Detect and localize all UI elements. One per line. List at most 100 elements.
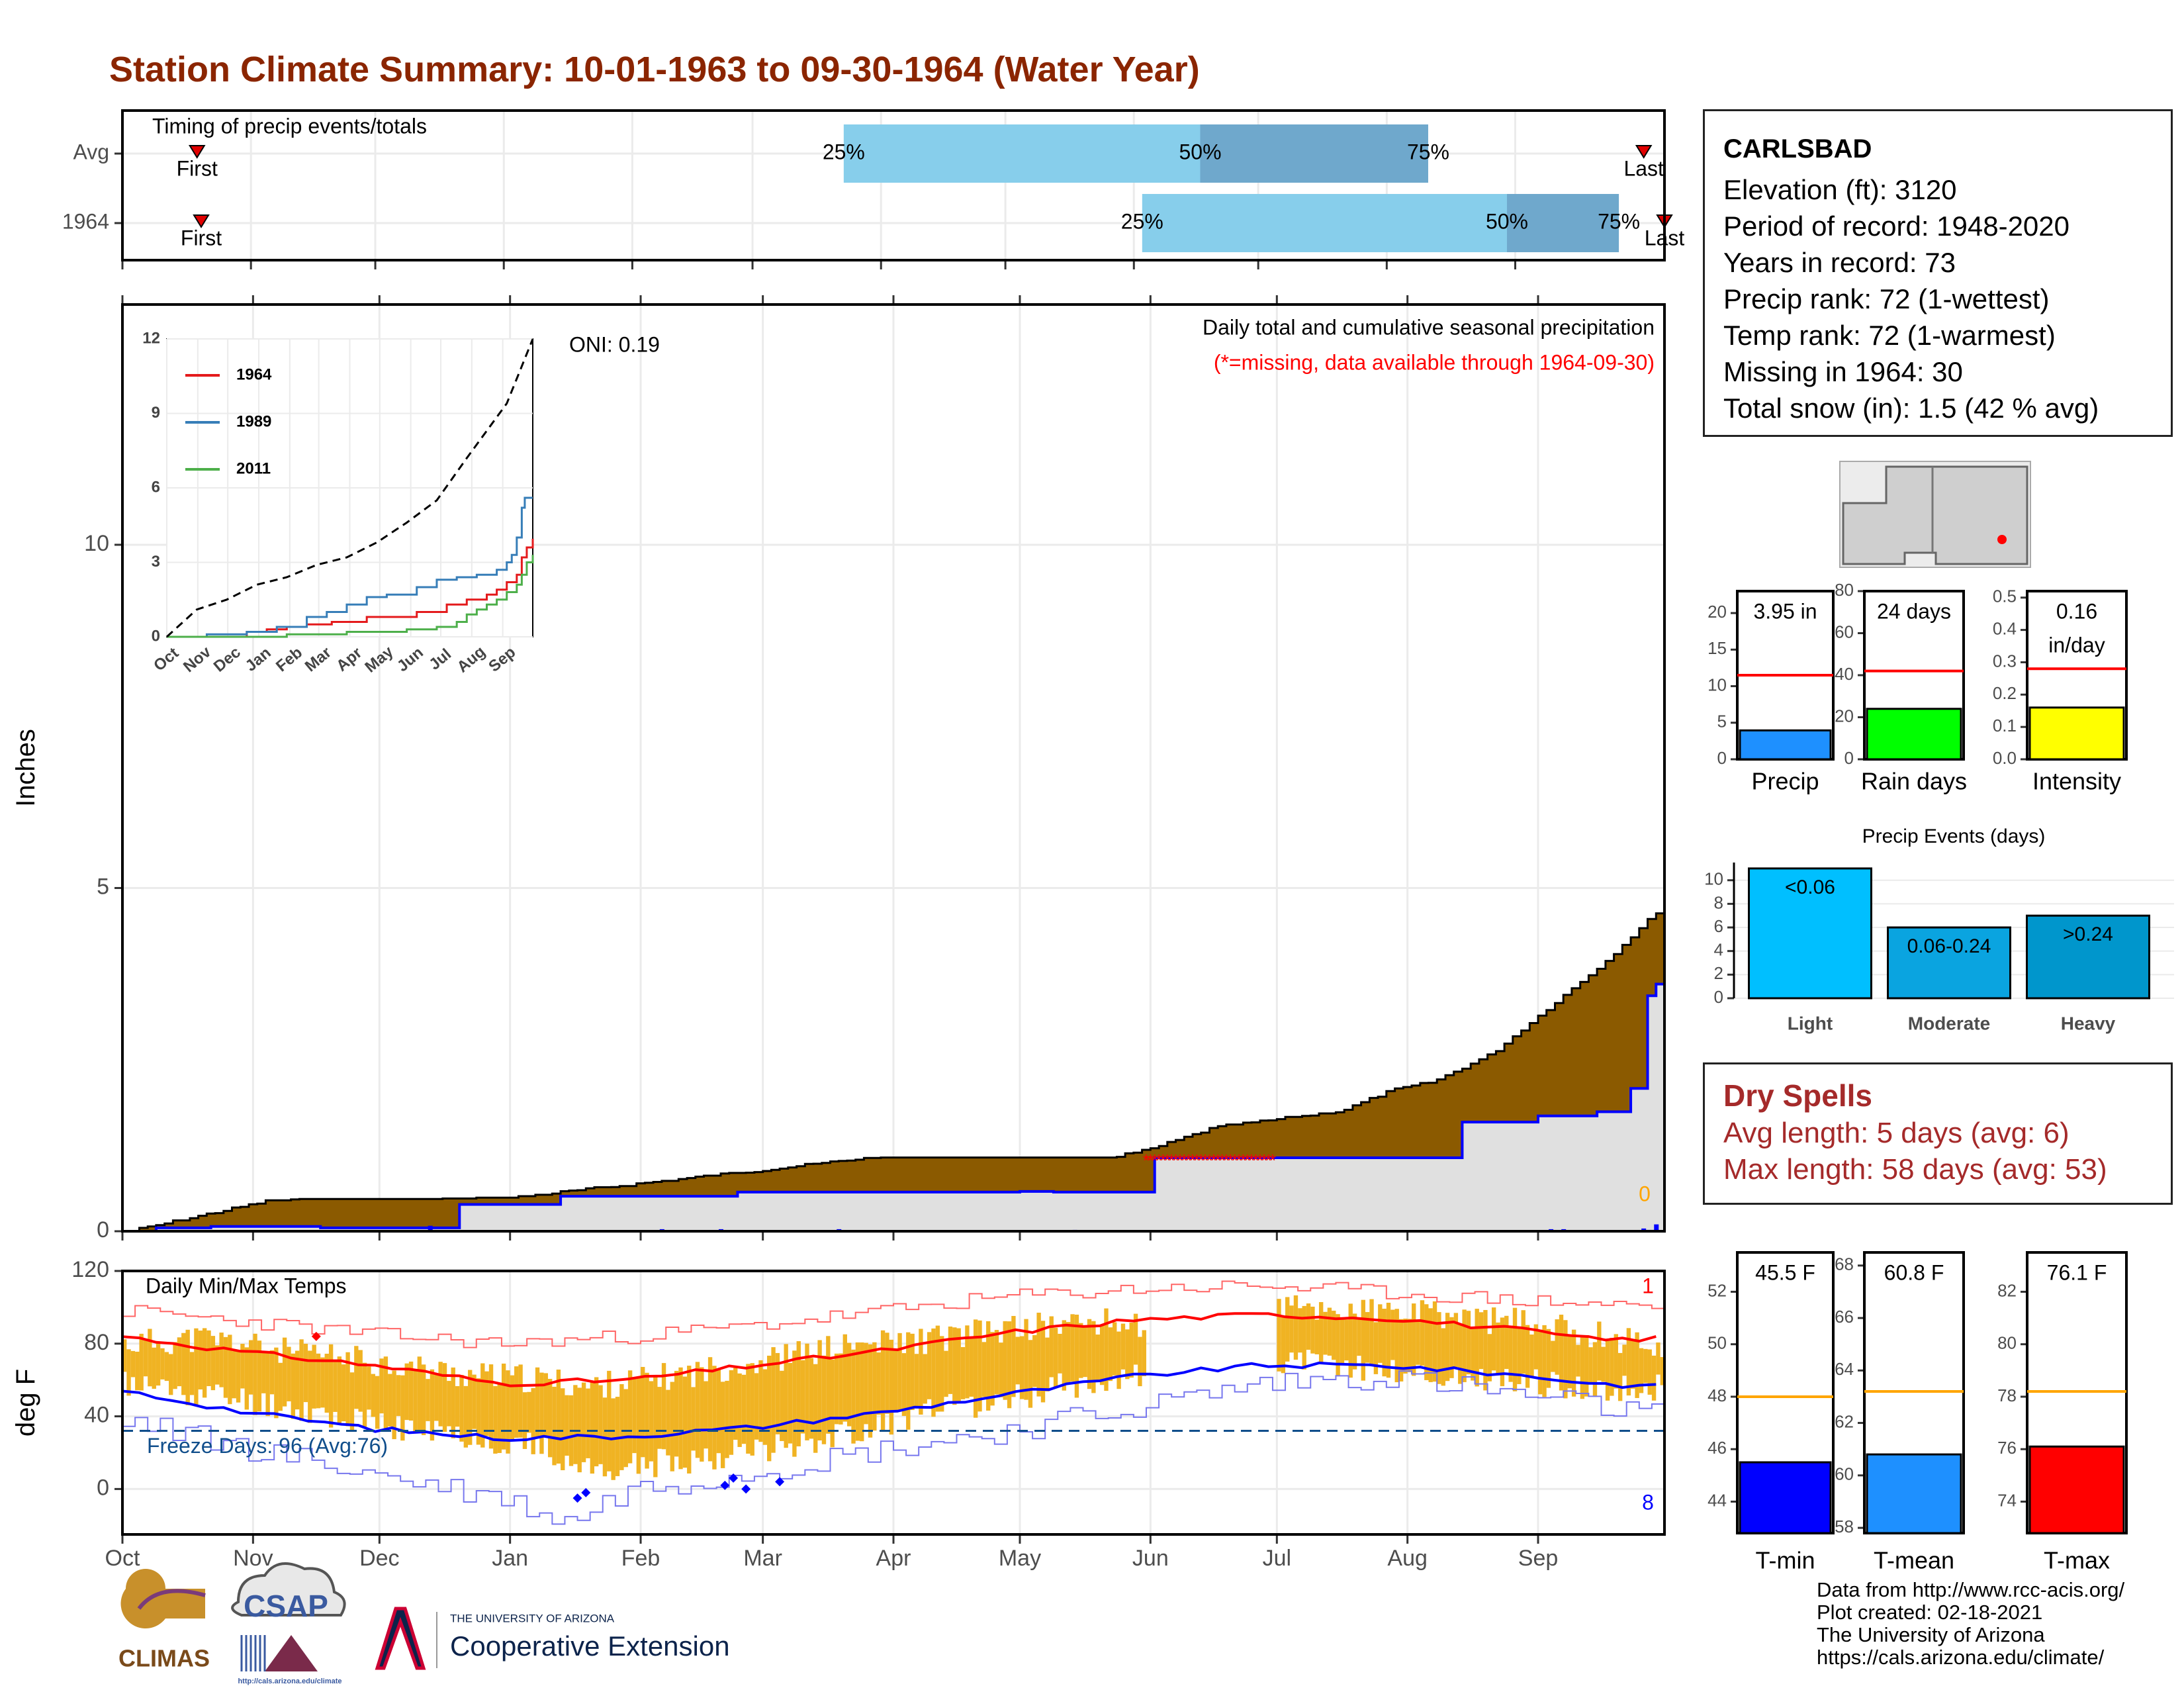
daily-temp-bar [442, 1363, 447, 1432]
daily-temp-bar [750, 1363, 754, 1456]
daily-temp-bar [821, 1355, 827, 1444]
daily-temp-bar [451, 1367, 455, 1438]
daily-temp-bar [670, 1382, 674, 1472]
inset-series-line [165, 338, 534, 638]
timing-frame [121, 109, 1666, 261]
missing-day-marker: * [1214, 1150, 1221, 1170]
cumulative-1964-area [122, 960, 1664, 1231]
station-name: CARLSBAD [1723, 134, 1872, 164]
mini-ytick-label: 40 [1835, 664, 1854, 684]
mini-ytick-label: 78 [1997, 1385, 2017, 1405]
daily-temp-bar [691, 1387, 696, 1451]
daily-temp-bar [1449, 1317, 1454, 1378]
temp-ytick-label: 0 [97, 1475, 109, 1500]
inset-ytick-label: 6 [152, 478, 160, 496]
temp-month-label: Feb [621, 1546, 660, 1571]
oni-label: ONI: 0.19 [569, 332, 660, 356]
daily-temp-bar [1120, 1323, 1126, 1370]
mini-ytick-label: 15 [1707, 638, 1727, 658]
climas-logo-mark [120, 1569, 205, 1628]
daily-temp-bar [1277, 1299, 1281, 1372]
daily-temp-bar [1373, 1322, 1379, 1374]
daily-temp-bar [1032, 1335, 1037, 1387]
daily-temp-bar [189, 1352, 195, 1395]
daily-temp-bar [358, 1350, 363, 1412]
temp-month-label: Jun [1132, 1546, 1169, 1571]
mini-ytick-label: 80 [1835, 580, 1854, 600]
daily-temp-bar [1555, 1319, 1559, 1375]
mini-ytick-label: 58 [1835, 1517, 1854, 1536]
daily-temp-bar [1471, 1327, 1475, 1381]
events-ytick-label: 4 [1714, 940, 1723, 960]
daily-temp-bar [430, 1369, 435, 1441]
daily-temp-bar [400, 1375, 405, 1441]
events-ytick-label: 2 [1714, 963, 1723, 983]
timing-bar-25-50 [1142, 194, 1507, 252]
temp-month-label: Aug [1387, 1546, 1428, 1571]
daily-temp-bar [712, 1366, 717, 1470]
missing-day-marker: * [1206, 1150, 1212, 1170]
daily-temp-bar [1289, 1305, 1294, 1353]
daily-temp-bar [1475, 1309, 1479, 1387]
events-ytick-label: 6 [1714, 916, 1723, 936]
daily-temp-bar [978, 1320, 982, 1412]
daily-precip-bar [1654, 1224, 1659, 1231]
events-title: Precip Events (days) [1862, 825, 2046, 847]
mini-ytick-label: 0 [1844, 748, 1854, 768]
timing-last-label: Last [1623, 156, 1664, 180]
temp-ytick-label: 120 [71, 1257, 109, 1282]
daily-temp-bar [1113, 1322, 1117, 1376]
daily-temp-bar [1660, 1357, 1664, 1385]
daily-temp-bar [1070, 1314, 1075, 1382]
avg-cumulative-area [122, 889, 1666, 1233]
daily-temp-bar [1617, 1352, 1623, 1401]
missing-day-marker: * [1210, 1150, 1217, 1170]
daily-temp-bar [860, 1342, 864, 1442]
station-info-box: CARLSBAD Elevation (ft): 3120 Period of … [1703, 109, 2173, 437]
daily-temp-bar [846, 1342, 852, 1427]
daily-temp-bar [830, 1359, 835, 1448]
mini-title: Intensity [2032, 768, 2121, 795]
daily-temp-bar [261, 1352, 266, 1393]
daily-temp-bar [704, 1381, 708, 1449]
daily-temp-bar [522, 1392, 527, 1449]
daily-temp-bar [1533, 1324, 1539, 1370]
daily-temp-bar [1019, 1336, 1024, 1399]
daily-temp-bar [1588, 1347, 1593, 1384]
mini-ytick-label: 5 [1717, 712, 1727, 731]
daily-temp-bar [1424, 1304, 1429, 1380]
page-title: Station Climate Summary: 10-01-1963 to 0… [109, 50, 1200, 89]
daily-temp-bar [248, 1340, 253, 1395]
daily-temp-bar [152, 1347, 156, 1389]
missing-day-marker: * [1261, 1150, 1267, 1170]
mini-value-bar [2028, 1445, 2125, 1534]
mini-ytick-label: 62 [1835, 1411, 1854, 1431]
timing-first-label: First [181, 226, 222, 250]
daily-temp-bar [1551, 1340, 1555, 1372]
daily-temp-bar [173, 1342, 177, 1389]
daily-temp-bar [143, 1338, 148, 1377]
daily-temp-bar [1066, 1322, 1071, 1383]
inset-legend-label: 2011 [236, 459, 271, 477]
daily-temp-bar [1394, 1309, 1399, 1383]
missing-day-marker: * [1152, 1150, 1158, 1170]
daily-temp-bar [518, 1364, 523, 1438]
mini-value-label: 3.95 in [1753, 599, 1817, 623]
daily-temp-bar [952, 1327, 957, 1405]
daily-temp-bar [1378, 1304, 1383, 1363]
daily-temp-bar [746, 1364, 751, 1454]
events-ytick-label: 10 [1704, 869, 1723, 889]
daily-temp-bar [1074, 1314, 1079, 1398]
daily-temp-bar [893, 1348, 898, 1413]
daily-temp-bar [762, 1369, 768, 1445]
daily-temp-bar [1559, 1315, 1564, 1391]
daily-temp-bar [480, 1363, 485, 1448]
station-line: Elevation (ft): 3120 [1723, 174, 1957, 205]
record-high-count: 1 [1642, 1274, 1654, 1297]
daily-temp-bar [198, 1331, 203, 1389]
temp-title: Daily Min/Max Temps [146, 1274, 346, 1297]
logos: CLIMAS CSAP http://cals.arizona.edu/climat… [118, 461, 2031, 1685]
daily-temp-bar [889, 1339, 893, 1435]
daily-temp-bar [1281, 1316, 1286, 1374]
